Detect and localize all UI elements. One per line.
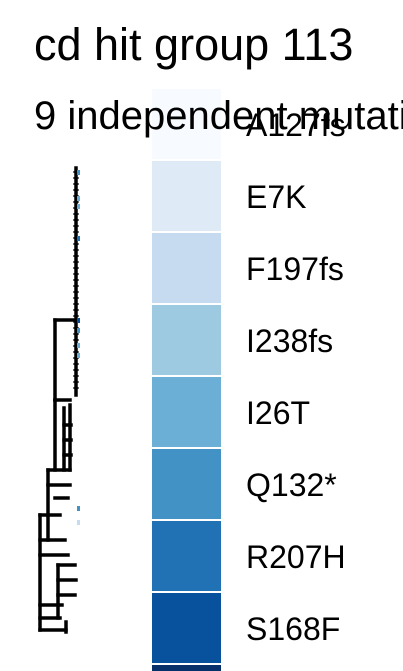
tree-tip-mark bbox=[77, 318, 80, 323]
tree-tip-mark bbox=[77, 343, 80, 348]
tree-tip-mark bbox=[77, 328, 80, 333]
legend-swatch bbox=[150, 159, 223, 233]
legend-label: E7K bbox=[246, 179, 306, 215]
tree-tip-mark bbox=[77, 196, 80, 201]
legend-swatch bbox=[150, 87, 223, 161]
tree-tip-mark bbox=[77, 236, 80, 241]
legend-swatch bbox=[150, 231, 223, 305]
legend-label: A127fs bbox=[246, 107, 346, 143]
color-legend: A127fs E7K F197fs I238fs I26T Q132* R207H S168F bbox=[150, 87, 346, 671]
legend-swatch bbox=[150, 519, 223, 593]
legend-label: R207H bbox=[246, 539, 346, 575]
tree-tip-mark bbox=[77, 506, 80, 511]
tree-tip-mark bbox=[77, 204, 80, 209]
tree-tip-mark bbox=[77, 520, 80, 525]
phylogenetic-tree bbox=[38, 166, 79, 634]
legend-label: S168F bbox=[246, 611, 340, 647]
legend-label: I238fs bbox=[246, 323, 333, 359]
tree-tip-marks bbox=[77, 170, 80, 525]
legend-swatch bbox=[150, 447, 223, 521]
legend-label: F197fs bbox=[246, 251, 344, 287]
legend-swatch bbox=[150, 375, 223, 449]
legend-swatch bbox=[150, 303, 223, 377]
legend-label: Q132* bbox=[246, 467, 337, 503]
legend-swatch bbox=[150, 663, 223, 671]
tree-tip-mark bbox=[77, 353, 80, 358]
legend-label: I26T bbox=[246, 395, 310, 431]
chart-subtitle: 9 independent mutations bbox=[34, 94, 403, 138]
chart-title: cd hit group 113 bbox=[34, 19, 354, 70]
legend-swatch bbox=[150, 591, 223, 665]
tree-tip-mark bbox=[77, 170, 80, 175]
